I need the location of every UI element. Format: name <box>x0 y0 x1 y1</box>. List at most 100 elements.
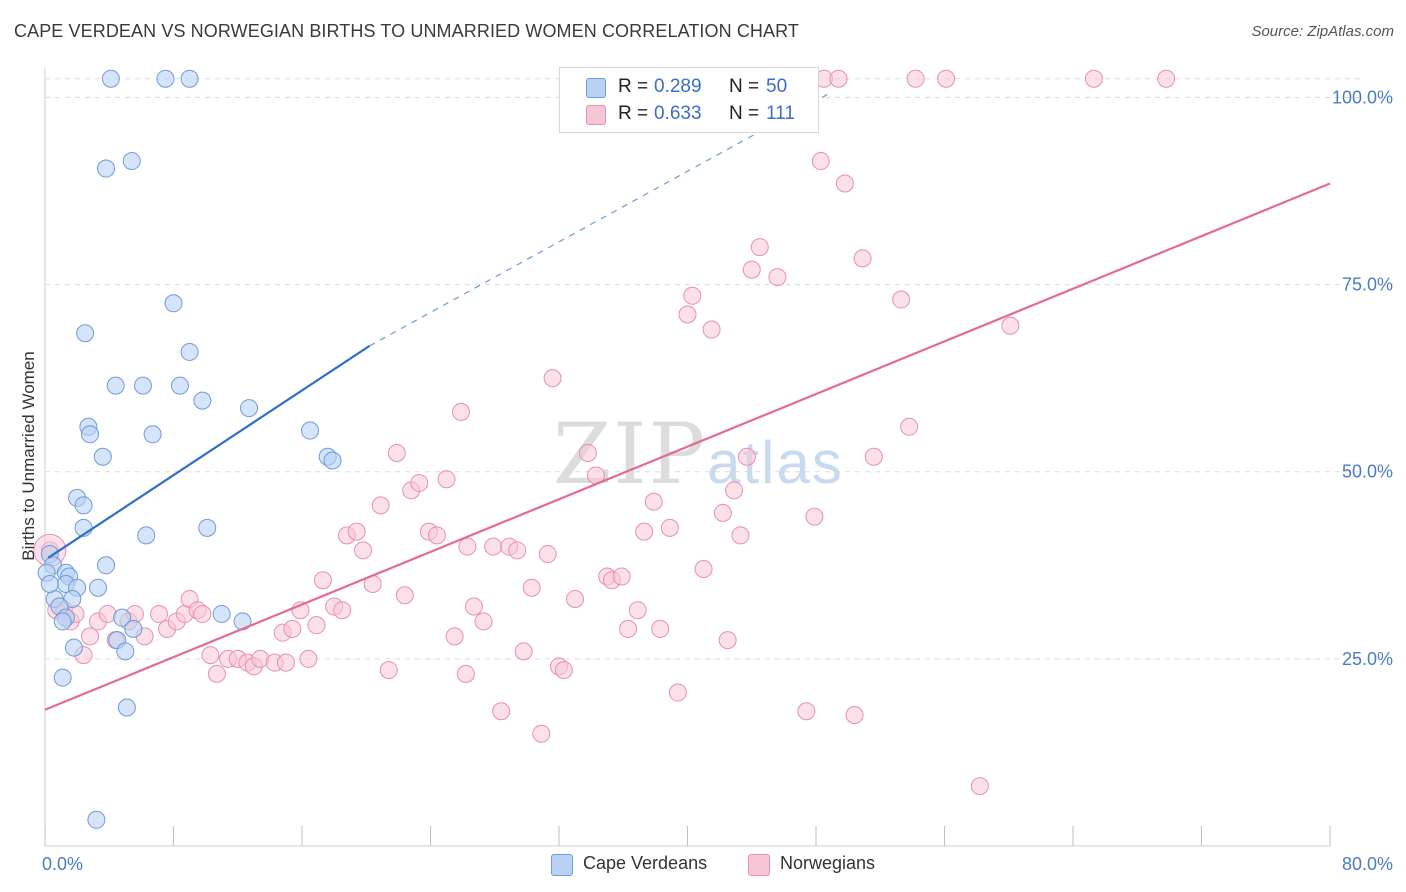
norwegian-point <box>522 578 541 597</box>
cape-verdean-point <box>97 556 116 575</box>
cape-verdeans-trend-line <box>47 345 371 559</box>
watermark: ZIPatlas <box>553 405 844 503</box>
cape-verdean-point <box>53 668 72 687</box>
cape-verdean-point <box>323 451 342 470</box>
norwegian-point <box>768 268 787 287</box>
cape-verdean-point <box>133 376 152 395</box>
norwegian-point <box>1084 69 1103 88</box>
norwegian-point <box>683 286 702 305</box>
norwegians-points <box>33 69 1176 796</box>
norwegian-point <box>742 260 761 279</box>
x-tick-label: 80.0% <box>1342 854 1393 874</box>
norwegian-point <box>201 646 220 665</box>
y-axis-label: Births to Unmarried Women <box>19 351 38 560</box>
cape-verdean-point <box>97 159 116 178</box>
cape-verdean-point <box>143 425 162 444</box>
norwegian-point <box>456 664 475 683</box>
norwegian-point <box>660 518 679 537</box>
cape-verdean-point <box>164 294 183 313</box>
blue-swatch <box>586 78 606 98</box>
cape-verdean-point <box>180 342 199 361</box>
cape-verdean-point <box>170 376 189 395</box>
x-tick-label: 0.0% <box>42 854 83 874</box>
cape-verdean-point <box>301 421 320 440</box>
r-value: 0.633 <box>654 103 702 124</box>
norwegian-point <box>484 537 503 556</box>
cape-verdean-point <box>101 69 120 88</box>
norwegian-point <box>668 683 687 702</box>
r-label: R = <box>618 103 649 124</box>
cape-verdean-point <box>193 391 212 410</box>
norwegian-point <box>635 522 654 541</box>
cape-verdean-point <box>156 69 175 88</box>
norwegian-point <box>464 597 483 616</box>
norwegian-point <box>193 604 212 623</box>
norwegian-point <box>906 69 925 88</box>
norwegian-point <box>750 238 769 257</box>
norwegian-point <box>937 69 956 88</box>
axis-layer <box>44 68 1331 847</box>
norwegian-point <box>797 702 816 721</box>
cape-verdeans-points <box>37 69 342 829</box>
cape-verdean-point <box>76 324 95 343</box>
norwegian-point <box>379 661 398 680</box>
norwegian-point <box>970 777 989 796</box>
n-label: N = <box>729 103 760 124</box>
norwegian-point <box>347 522 366 541</box>
series-legend: Cape Verdeans Norwegians <box>0 852 1406 878</box>
norwegian-point <box>371 496 390 515</box>
norwegian-point <box>538 545 557 564</box>
norwegian-point <box>713 503 732 522</box>
norwegian-point <box>80 627 99 646</box>
cape-verdean-point <box>137 526 156 545</box>
cape-verdean-point <box>74 496 93 515</box>
norwegian-point <box>532 724 551 743</box>
cape-verdean-point <box>80 425 99 444</box>
norwegian-point <box>619 619 638 638</box>
norwegian-point <box>853 249 872 268</box>
cape-verdean-point <box>124 619 143 638</box>
norwegian-point <box>566 589 585 608</box>
norwegian-point <box>694 560 713 579</box>
y-tick-label: 25.0% <box>1342 649 1393 669</box>
norwegian-point <box>678 305 697 324</box>
cape-verdean-point <box>87 810 106 829</box>
norwegian-point <box>437 470 456 489</box>
norwegian-point <box>283 619 302 638</box>
norwegian-point <box>150 604 169 623</box>
norwegian-point <box>307 616 326 635</box>
norwegian-point <box>543 369 562 388</box>
r-value: 0.289 <box>654 76 702 97</box>
norwegian-point <box>892 290 911 309</box>
cape-verdean-point <box>106 376 125 395</box>
cape-verdean-point <box>239 399 258 418</box>
norwegian-point <box>492 702 511 721</box>
norwegian-point <box>554 661 573 680</box>
norwegian-point <box>644 492 663 511</box>
legend-label: Norwegians <box>780 853 876 873</box>
cape-verdean-point <box>53 612 72 631</box>
y-tick-label: 50.0% <box>1342 462 1393 482</box>
norwegian-point <box>452 402 471 421</box>
norwegian-point <box>702 320 721 339</box>
cape-verdean-point <box>116 642 135 661</box>
norwegian-point <box>731 526 750 545</box>
y-tick-label: 75.0% <box>1342 275 1393 295</box>
cape-verdean-point <box>89 578 108 597</box>
norwegian-point <box>578 444 597 462</box>
norwegian-point <box>718 631 737 650</box>
norwegian-point <box>207 664 226 683</box>
cape-verdean-point <box>198 518 217 537</box>
norwegian-point <box>900 417 919 436</box>
norwegian-point <box>805 507 824 526</box>
norwegian-point <box>835 174 854 193</box>
norwegian-point <box>410 473 429 492</box>
norwegian-point <box>612 567 631 586</box>
norwegian-point <box>651 619 670 638</box>
norwegian-point <box>427 526 446 545</box>
norwegian-point <box>1157 69 1176 88</box>
blue-swatch <box>551 854 573 876</box>
norwegian-point <box>737 447 756 466</box>
norwegian-point <box>395 586 414 605</box>
